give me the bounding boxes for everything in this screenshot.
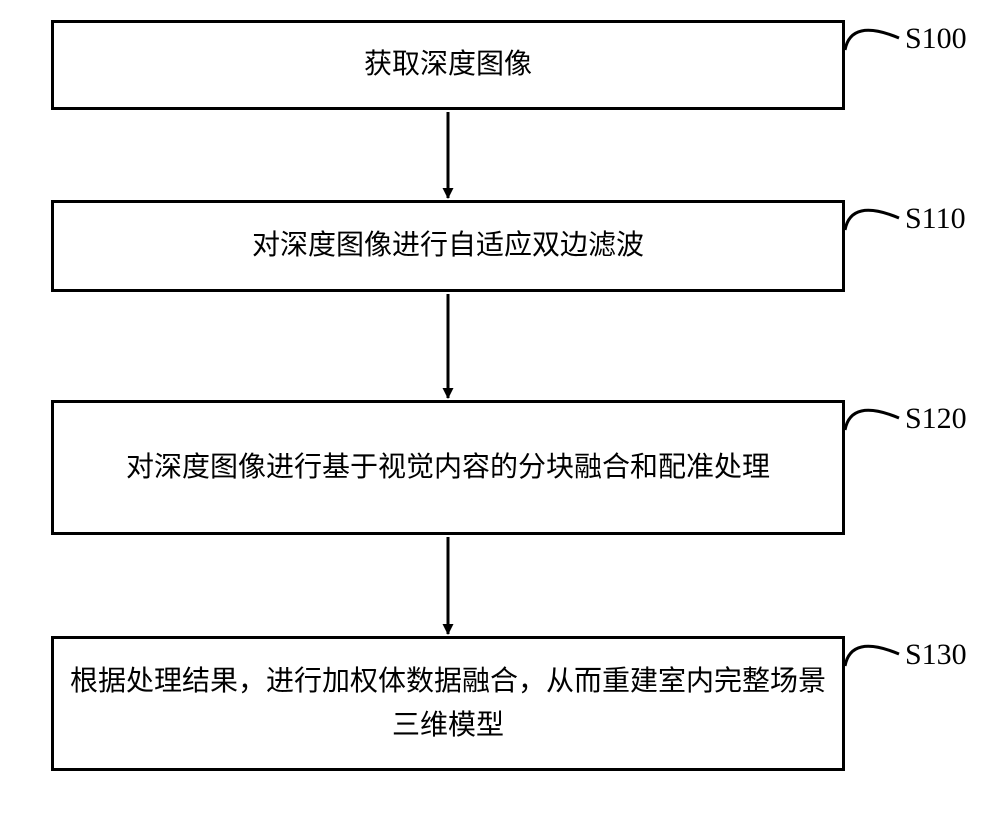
- step-label-s130: S130: [905, 638, 967, 672]
- flowchart-step-s120: 对深度图像进行基于视觉内容的分块融合和配准处理: [51, 400, 845, 535]
- step-label-s100: S100: [905, 22, 967, 56]
- flowchart-canvas: 获取深度图像 S100 对深度图像进行自适应双边滤波 S110 对深度图像进行基于视觉内…: [0, 0, 1000, 828]
- flowchart-step-s110: 对深度图像进行自适应双边滤波: [51, 200, 845, 292]
- step-text: 根据处理结果，进行加权体数据融合，从而重建室内完整场景三维模型: [68, 660, 828, 747]
- step-text: 对深度图像进行基于视觉内容的分块融合和配准处理: [68, 446, 828, 489]
- flowchart-step-s100: 获取深度图像: [51, 20, 845, 110]
- step-label-s120: S120: [905, 402, 967, 436]
- step-label-s110: S110: [905, 202, 966, 236]
- flowchart-step-s130: 根据处理结果，进行加权体数据融合，从而重建室内完整场景三维模型: [51, 636, 845, 771]
- step-text: 对深度图像进行自适应双边滤波: [68, 224, 828, 267]
- step-text: 获取深度图像: [68, 43, 828, 86]
